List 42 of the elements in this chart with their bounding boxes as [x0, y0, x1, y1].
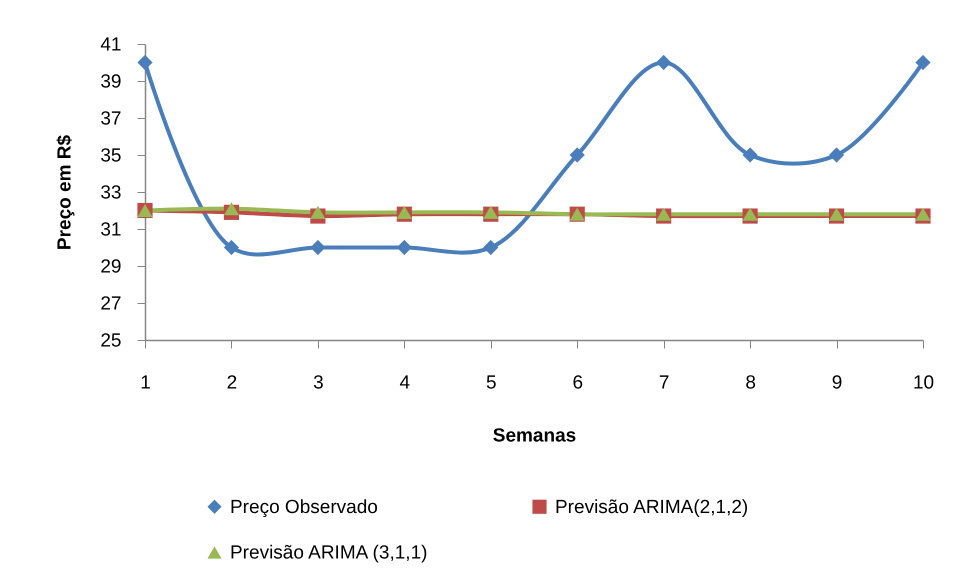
x-tick-label: 10: [912, 372, 934, 394]
x-tick-label: 2: [226, 372, 238, 394]
point: [310, 240, 326, 256]
x-tick-label: 7: [658, 372, 670, 394]
y-tick-label: 35: [100, 146, 122, 166]
x-tick-label: 4: [400, 372, 411, 394]
point: [224, 240, 240, 256]
point: [742, 208, 758, 221]
y-tick-label: 41: [100, 34, 122, 56]
x-tick-label: 6: [572, 372, 584, 394]
x-axis-title: Semanas: [492, 426, 576, 446]
y-tick-label: 33: [100, 182, 122, 204]
point: [656, 208, 672, 221]
point: [915, 208, 931, 221]
x-tick-label: 9: [832, 372, 842, 394]
y-axis-title: Preço em R$: [54, 134, 76, 250]
point: [310, 206, 326, 219]
legend-label: Previsão ARIMA (3,1,1): [230, 542, 428, 564]
y-tick-label: 31: [100, 220, 122, 240]
point: [483, 206, 498, 219]
point: [570, 147, 585, 163]
y-tick-label: 37: [100, 108, 122, 130]
x-tick-label: 3: [313, 372, 324, 394]
point: [396, 240, 412, 256]
point: [137, 54, 153, 70]
legend-label: Previsão ARIMA(2,1,2): [555, 496, 748, 518]
x-tick-label: 1: [140, 372, 151, 394]
point: [915, 54, 931, 70]
point: [828, 208, 844, 221]
y-tick-label: 39: [100, 72, 122, 92]
y-tick-label: 27: [100, 294, 122, 314]
point: [224, 202, 240, 216]
x-tick-label: 5: [486, 372, 497, 394]
point: [396, 206, 412, 219]
point: [656, 54, 672, 70]
point: [483, 240, 498, 256]
point: [828, 147, 844, 163]
x-tick-label: 8: [745, 372, 756, 394]
point: [742, 147, 758, 163]
legend-label: Preço Observado: [230, 496, 378, 518]
y-tick-label: 29: [100, 256, 122, 278]
y-tick-label: 25: [100, 330, 122, 352]
